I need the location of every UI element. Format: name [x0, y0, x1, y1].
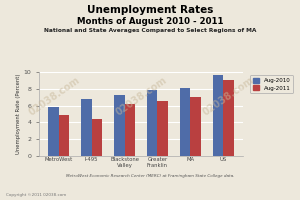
- Bar: [124, 104, 135, 156]
- Bar: [180, 88, 190, 156]
- Bar: [92, 119, 102, 156]
- Text: 02038.com: 02038.com: [114, 75, 168, 117]
- Bar: [190, 97, 201, 156]
- Bar: [223, 80, 234, 156]
- Bar: [48, 107, 59, 156]
- Legend: Aug-2010, Aug-2011: Aug-2010, Aug-2011: [250, 75, 293, 93]
- Bar: [81, 99, 92, 156]
- Bar: [158, 101, 168, 156]
- Text: 02038.com: 02038.com: [201, 75, 255, 117]
- Text: Months of August 2010 - 2011: Months of August 2010 - 2011: [77, 17, 223, 26]
- Text: MetroWest Economic Research Center (MERC) at Framingham State College data.: MetroWest Economic Research Center (MERC…: [66, 174, 234, 178]
- Bar: [59, 115, 69, 156]
- Text: National and State Averages Compared to Select Regions of MA: National and State Averages Compared to …: [44, 28, 256, 33]
- Bar: [147, 90, 158, 156]
- Text: 02038.com: 02038.com: [27, 75, 81, 117]
- Text: Copyright ©2011 02038.com: Copyright ©2011 02038.com: [6, 193, 66, 197]
- Y-axis label: Unemployment Rate (Percent): Unemployment Rate (Percent): [16, 74, 21, 154]
- Bar: [213, 75, 223, 156]
- Text: Unemployment Rates: Unemployment Rates: [87, 5, 213, 15]
- Bar: [114, 95, 124, 156]
